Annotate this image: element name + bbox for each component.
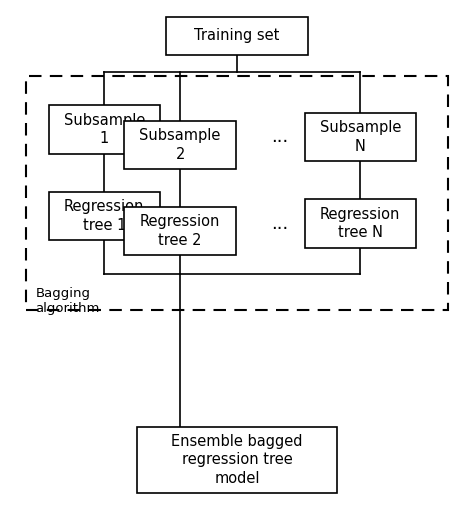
Text: ...: ... [271, 214, 288, 233]
FancyBboxPatch shape [124, 207, 236, 255]
FancyBboxPatch shape [48, 192, 160, 240]
Text: Regression
tree 2: Regression tree 2 [140, 214, 220, 248]
FancyBboxPatch shape [304, 113, 416, 162]
Text: Bagging
algorithm: Bagging algorithm [36, 287, 100, 315]
Text: Subsample
1: Subsample 1 [64, 113, 145, 146]
Text: Ensemble bagged
regression tree
model: Ensemble bagged regression tree model [171, 434, 303, 486]
Text: Regression
tree N: Regression tree N [320, 207, 401, 240]
FancyBboxPatch shape [166, 16, 308, 54]
Text: Training set: Training set [194, 28, 280, 43]
Text: Subsample
2: Subsample 2 [139, 128, 221, 162]
Text: Subsample
N: Subsample N [319, 120, 401, 154]
Text: ...: ... [271, 128, 288, 146]
Text: Regression
tree 1: Regression tree 1 [64, 199, 145, 233]
FancyBboxPatch shape [137, 427, 337, 493]
FancyBboxPatch shape [124, 121, 236, 169]
FancyBboxPatch shape [304, 199, 416, 247]
FancyBboxPatch shape [48, 106, 160, 153]
